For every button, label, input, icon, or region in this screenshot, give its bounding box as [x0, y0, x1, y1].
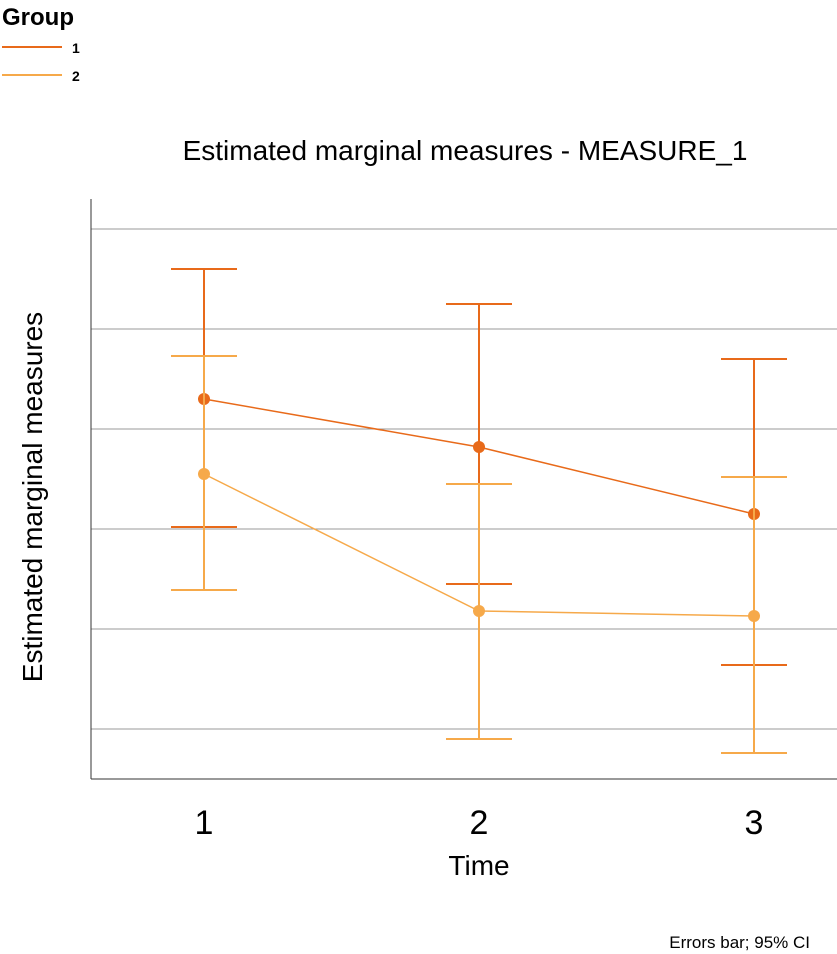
- legend: Group 1 2: [2, 4, 80, 84]
- legend-title: Group: [2, 4, 74, 31]
- x-tick-labels: 1 2 3: [195, 804, 764, 842]
- data-point: [473, 605, 485, 617]
- data-point: [198, 468, 210, 480]
- legend-label-group-1: 1: [72, 40, 80, 56]
- legend-label-group-2: 2: [72, 68, 80, 84]
- series-layer: [171, 268, 787, 754]
- data-point: [748, 610, 760, 622]
- data-point: [473, 441, 485, 453]
- chart-title: Estimated marginal measures - MEASURE_1: [183, 135, 748, 166]
- y-axis-label: Estimated marginal measures: [17, 312, 48, 682]
- gridlines: [91, 228, 837, 730]
- x-tick-label: 3: [745, 804, 764, 842]
- error-bar-footnote: Errors bar; 95% CI: [669, 933, 810, 952]
- x-tick-label: 1: [195, 804, 214, 842]
- series-group-2: [171, 355, 787, 754]
- x-axis-label: Time: [448, 850, 509, 881]
- x-tick-label: 2: [470, 804, 489, 842]
